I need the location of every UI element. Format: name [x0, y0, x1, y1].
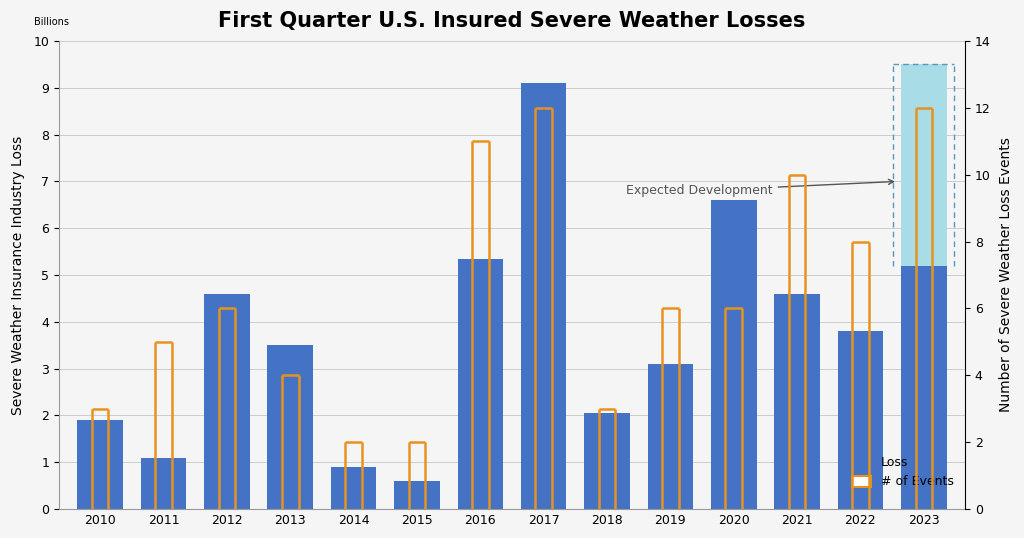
Bar [774, 294, 820, 509]
Bar [140, 457, 186, 509]
Bar [838, 331, 884, 509]
Bar [711, 200, 757, 509]
Bar [204, 294, 250, 509]
Bar [901, 65, 946, 509]
Bar [521, 83, 566, 509]
Bar [331, 467, 377, 509]
Text: Billions: Billions [34, 17, 69, 27]
Y-axis label: Number of Severe Weather Loss Events: Number of Severe Weather Loss Events [998, 138, 1013, 413]
Bar [458, 259, 503, 509]
Bar [394, 481, 439, 509]
Bar [78, 420, 123, 509]
Title: First Quarter U.S. Insured Severe Weather Losses: First Quarter U.S. Insured Severe Weathe… [218, 11, 806, 31]
Legend: Loss, # of Events: Loss, # of Events [847, 451, 958, 493]
Bar [901, 266, 946, 509]
Bar [647, 364, 693, 509]
Bar [267, 345, 313, 509]
Y-axis label: Severe Weather Insurance Industry Loss: Severe Weather Insurance Industry Loss [11, 136, 26, 415]
Bar [585, 413, 630, 509]
Text: Expected Development: Expected Development [626, 179, 894, 197]
